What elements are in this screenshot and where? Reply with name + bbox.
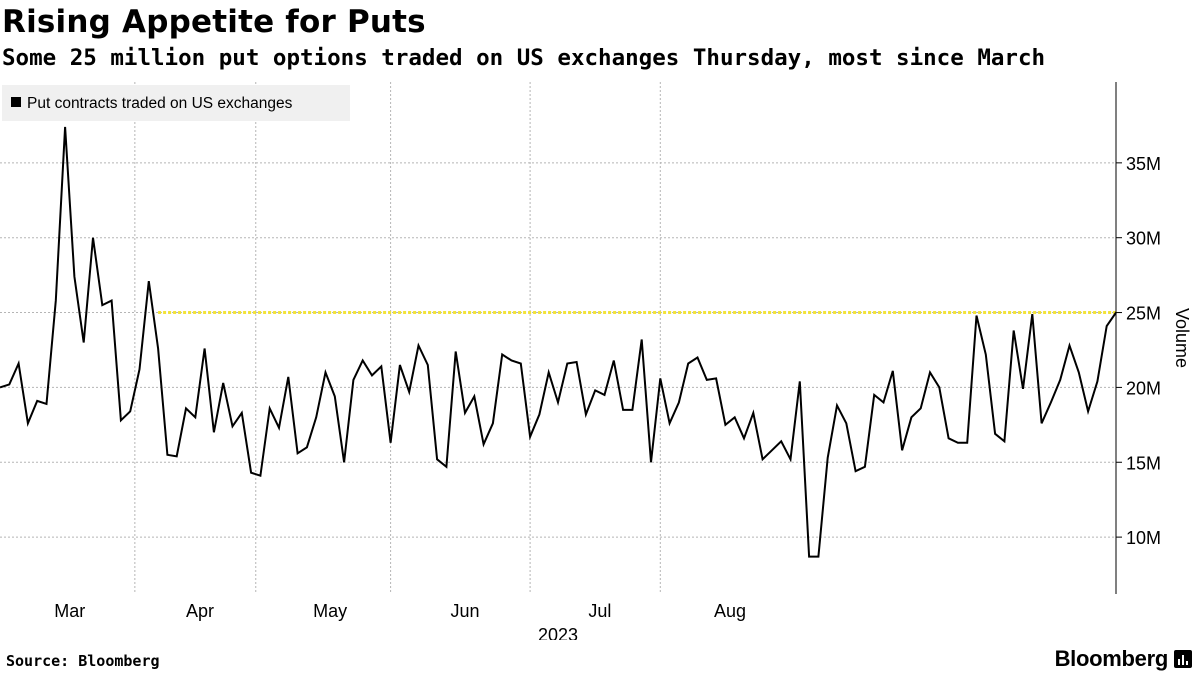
brand-logo: Bloomberg bbox=[1055, 646, 1192, 672]
series-group bbox=[0, 126, 1117, 558]
y-tick-label-20M: 20M bbox=[1126, 378, 1161, 398]
source-note: Source: Bloomberg bbox=[6, 652, 160, 670]
bloomberg-terminal-icon bbox=[1174, 650, 1192, 668]
line-chart: 10M 15M 20M 25M 30M 35M Volume Mar Apr May Jun Jul… bbox=[0, 82, 1192, 640]
legend-label: Put contracts traded on US exchanges bbox=[27, 95, 293, 112]
y-tick-label-25M: 25M bbox=[1126, 304, 1161, 324]
brand-name: Bloomberg bbox=[1054, 646, 1169, 671]
x-axis-year-label: 2023 bbox=[538, 625, 578, 640]
chart-subtitle: Some 25 million put options traded on US… bbox=[2, 45, 1046, 71]
y-axis: 10M 15M 20M 25M 30M 35M Volume bbox=[1115, 82, 1192, 594]
y-tick-label-30M: 30M bbox=[1126, 229, 1161, 249]
x-tick-label-may: May bbox=[313, 601, 347, 621]
y-tick-label-35M: 35M bbox=[1126, 154, 1161, 174]
x-tick-label-jun: Jun bbox=[450, 601, 479, 621]
y-tick-label-10M: 10M bbox=[1126, 528, 1161, 548]
chart-title: Rising Appetite for Puts bbox=[2, 4, 426, 40]
legend: Put contracts traded on US exchanges bbox=[2, 85, 350, 121]
y-tick-label-15M: 15M bbox=[1126, 453, 1161, 473]
x-tick-label-jul: Jul bbox=[588, 601, 611, 621]
x-axis: Mar Apr May Jun Jul Aug 2023 bbox=[54, 601, 746, 640]
series-line-put-contracts bbox=[0, 126, 1117, 558]
legend-background bbox=[2, 85, 350, 121]
x-tick-label-aug: Aug bbox=[714, 601, 746, 621]
x-tick-label-apr: Apr bbox=[186, 601, 214, 621]
x-tick-label-mar: Mar bbox=[54, 601, 85, 621]
grid-lines bbox=[0, 82, 1116, 594]
legend-swatch bbox=[11, 97, 21, 107]
y-axis-title: Volume bbox=[1172, 308, 1192, 368]
